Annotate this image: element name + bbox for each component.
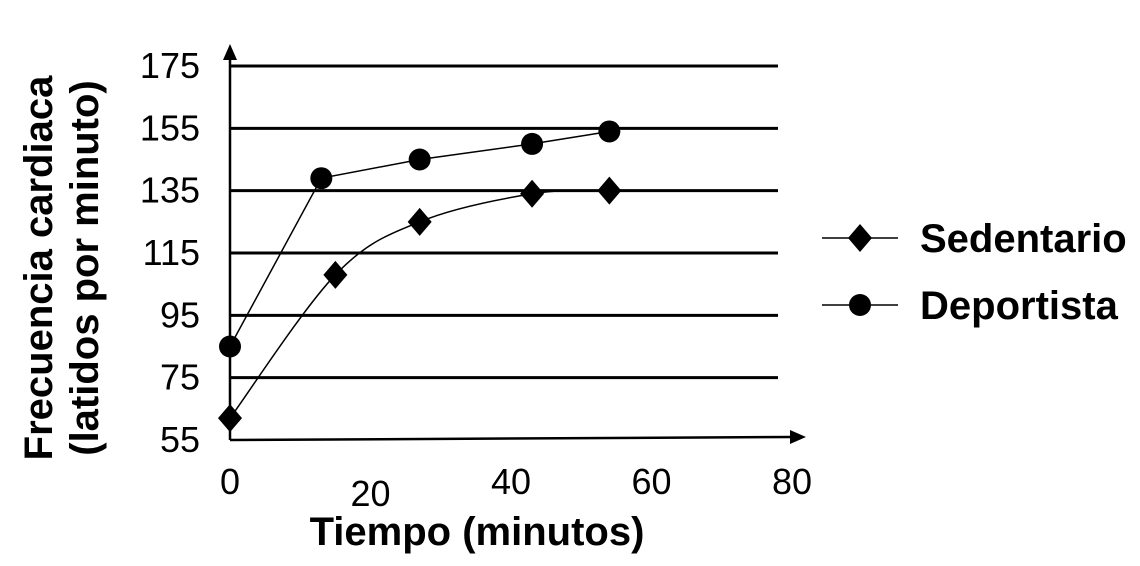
circle-marker [408,148,431,171]
series-line-sedentario [229,189,610,419]
x-tick-label: 20 [350,473,390,514]
circle-marker [521,132,544,155]
x-tick-labels: 0 20 40 60 80 [220,461,812,514]
y-tick-label: 155 [140,107,200,148]
diamond-marker [218,404,242,433]
legend-label: Sedentario [920,217,1127,261]
x-tick-label: 40 [491,461,531,502]
diamond-marker [323,260,348,289]
y-axis-title: Frecuencia cardiaca (latidos por minuto) [17,75,107,460]
y-tick-label: 115 [143,232,200,273]
diamond-marker [597,176,622,205]
y-axis-title-line1: Frecuencia cardiaca [17,75,61,460]
circle-marker [219,335,241,358]
diamond-marker [407,207,432,236]
x-axis-arrow [790,430,806,444]
legend-circle-marker [849,294,871,316]
grid-lines [230,64,778,380]
x-tick-label: 80 [772,461,812,502]
circle-marker [598,120,621,143]
y-tick-label: 95 [160,294,200,335]
legend: Sedentario Deportista [822,217,1127,328]
legend-label: Deportista [920,284,1119,328]
y-axis-title-line2: (latidos por minuto) [63,80,107,456]
y-tick-label: 135 [140,170,200,211]
y-tick-label: 55 [160,419,200,460]
y-tick-label: 175 [140,45,200,86]
series-lines [229,130,610,419]
series-markers [218,120,622,433]
diamond-marker [520,179,545,208]
x-axis-title: Tiempo (minutos) [310,510,645,554]
legend-item-sedentario: Sedentario [822,217,1127,261]
x-tick-label: 0 [220,461,240,502]
x-axis-line [229,435,793,442]
y-tick-labels: 55 75 95 115 135 155 175 [140,45,200,460]
axes [223,44,806,444]
x-tick-label: 60 [631,461,671,502]
legend-diamond-marker [848,224,872,252]
y-tick-label: 75 [160,357,200,398]
circle-marker [310,167,333,190]
legend-item-deportista: Deportista [822,284,1119,328]
y-axis-arrow [223,44,237,60]
